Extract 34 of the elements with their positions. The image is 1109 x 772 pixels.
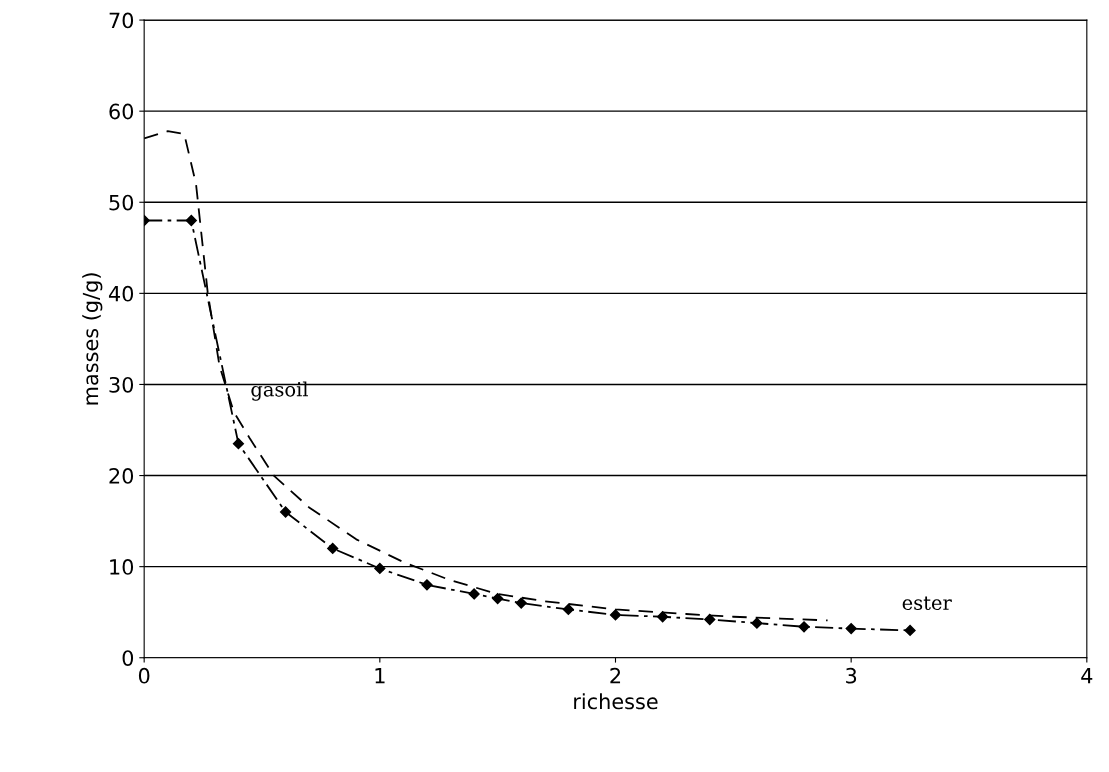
point [232,438,245,450]
x-tick-label: 1 [375,668,385,684]
point [279,506,292,518]
y-tick-label: 40 [108,285,134,302]
y-axis-title: masses (g/g) [82,273,103,405]
point [609,609,622,621]
point [904,624,916,637]
series-label: ester [902,596,952,610]
y-tick-label: 10 [110,559,134,575]
x-tick-label: 0 [138,667,150,684]
x-tick-label: 2 [610,667,621,684]
point [562,603,574,616]
x-tick-label: 3 [846,667,857,684]
point [374,562,386,575]
point [798,621,810,633]
y-tick-label: 70 [109,12,134,29]
x-axis-title: richesse [574,693,658,710]
y-tick-label: 0 [122,650,134,666]
point [515,597,527,609]
point [185,214,197,227]
y-tick-label: 60 [109,103,134,120]
y-tick-label: 20 [109,468,134,484]
point [704,613,716,626]
series-label: gasoil [251,381,308,401]
point [845,622,857,635]
point [468,588,480,600]
point [751,617,763,629]
point [327,542,339,555]
point [657,611,669,623]
point [421,579,433,591]
x-tick-label: 4 [1081,668,1093,684]
y-tick-label: 50 [109,194,134,211]
point [492,592,504,605]
y-tick-label: 30 [109,376,134,393]
